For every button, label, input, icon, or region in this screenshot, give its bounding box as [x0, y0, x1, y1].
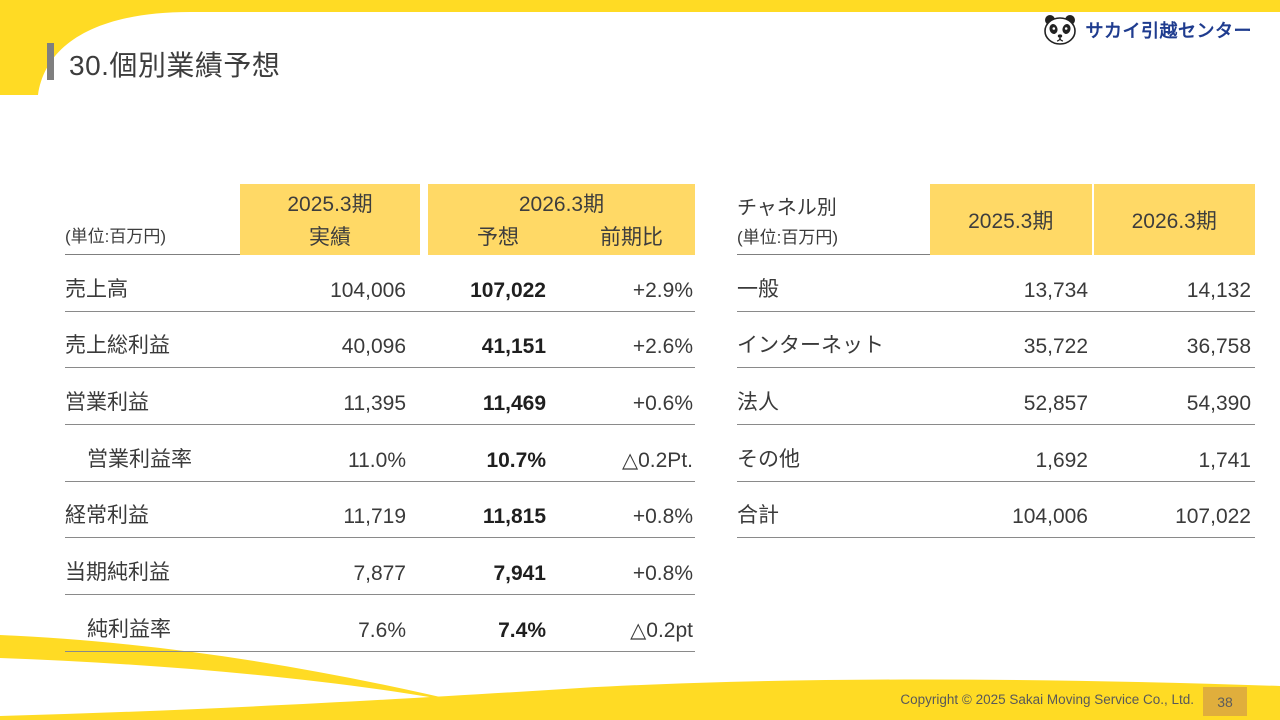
table-row: 営業利益率 11.0% 10.7% △0.2Pt.: [65, 425, 695, 482]
value-2026: 1,741: [1198, 448, 1251, 472]
value-yoy: +2.6%: [632, 335, 693, 359]
channel-year-headers: 2025.3期 2026.3期: [930, 184, 1255, 255]
table-row: 売上高 104,006 107,022 +2.9%: [65, 255, 695, 312]
row-label: 営業利益率: [87, 447, 192, 471]
value-2025: 35,722: [1023, 335, 1088, 359]
forecast-table: (単位:百万円) 2025.3期 実績 2026.3期 予想 前期比 売上高 1…: [65, 184, 695, 652]
actual-label: 実績: [309, 226, 351, 250]
row-label: 法人: [737, 391, 779, 415]
value-actual: 104,006: [330, 278, 406, 302]
value-actual: 11.0%: [348, 448, 406, 472]
value-yoy: +2.9%: [632, 278, 693, 302]
table-row: 経常利益 11,719 11,815 +0.8%: [65, 482, 695, 539]
channel-table-header: チャネル別 (単位:百万円) 2025.3期 2026.3期: [737, 184, 1255, 255]
row-label: 経常利益: [65, 504, 149, 528]
period-2025-label: 2025.3期: [930, 184, 1092, 255]
table-row: 売上総利益 40,096 41,151 +2.6%: [65, 312, 695, 369]
value-2025: 104,006: [1012, 505, 1088, 529]
row-label: 営業利益: [65, 391, 149, 415]
value-yoy: +0.6%: [632, 392, 693, 416]
row-label: 合計: [737, 504, 779, 528]
value-2025: 13,734: [1023, 278, 1088, 302]
forecast-table-header: (単位:百万円) 2025.3期 実績 2026.3期 予想 前期比: [65, 184, 695, 255]
value-actual: 11,719: [343, 505, 406, 529]
value-forecast: 10.7%: [486, 448, 546, 472]
value-yoy: △0.2Pt.: [621, 448, 693, 472]
value-yoy: △0.2pt: [630, 618, 693, 642]
column-header-2025: 2025.3期 実績: [240, 184, 420, 255]
yoy-label: 前期比: [600, 226, 663, 250]
value-2026: 36,758: [1186, 335, 1251, 359]
value-2026: 54,390: [1186, 392, 1251, 416]
channel-table: チャネル別 (単位:百万円) 2025.3期 2026.3期 一般 13,734…: [737, 184, 1255, 539]
row-label: その他: [737, 447, 800, 471]
unit-label: (単位:百万円): [737, 228, 839, 247]
panda-logo-icon: [1043, 15, 1076, 45]
row-label: 当期純利益: [65, 561, 170, 585]
period-2026-label: 2026.3期: [518, 192, 605, 216]
forecast-label: 予想: [477, 226, 519, 250]
unit-label: (単位:百万円): [65, 222, 240, 255]
value-2026: 14,132: [1186, 278, 1251, 302]
table-row: 一般 13,734 14,132: [737, 255, 1255, 312]
value-actual: 11,395: [343, 392, 406, 416]
copyright-text: Copyright © 2025 Sakai Moving Service Co…: [900, 692, 1194, 707]
value-forecast: 7.4%: [498, 618, 546, 642]
value-forecast: 41,151: [481, 335, 546, 359]
row-label: 売上高: [65, 277, 128, 301]
table-row: インターネット 35,722 36,758: [737, 312, 1255, 369]
value-actual: 40,096: [341, 335, 406, 359]
value-2026: 107,022: [1175, 505, 1251, 529]
table-row: 法人 52,857 54,390: [737, 368, 1255, 426]
value-yoy: +0.8%: [632, 505, 693, 529]
row-label: 一般: [737, 277, 779, 301]
value-forecast: 107,022: [470, 278, 546, 302]
value-actual: 7,877: [353, 562, 406, 586]
row-label: 売上総利益: [65, 334, 170, 358]
title-accent-bar: [47, 43, 54, 80]
company-logo: サカイ引越センター: [1041, 13, 1253, 47]
row-label: 純利益率: [87, 617, 171, 641]
value-actual: 7.6%: [358, 618, 406, 642]
value-forecast: 11,469: [482, 392, 546, 416]
value-forecast: 7,941: [493, 562, 546, 586]
column-header-2026: 2026.3期 予想 前期比: [428, 184, 695, 255]
period-2026-label: 2026.3期: [1093, 184, 1255, 255]
table-row: 純利益率 7.6% 7.4% △0.2pt: [65, 595, 695, 652]
table-row: その他 1,692 1,741: [737, 425, 1255, 482]
table-row: 合計 104,006 107,022: [737, 482, 1255, 539]
logo-text: サカイ引越センター: [1085, 21, 1252, 41]
channel-label: チャネル別: [737, 197, 837, 219]
value-forecast: 11,815: [482, 505, 546, 529]
value-yoy: +0.8%: [632, 562, 693, 586]
value-2025: 52,857: [1023, 392, 1088, 416]
table-row: 営業利益 11,395 11,469 +0.6%: [65, 368, 695, 426]
page-title: 30.個別業績予想: [69, 50, 281, 81]
page-number-badge: 38: [1203, 687, 1247, 716]
row-label: インターネット: [737, 334, 884, 358]
period-2025-label: 2025.3期: [287, 192, 373, 216]
value-2025: 1,692: [1035, 448, 1088, 472]
table-row: 当期純利益 7,877 7,941 +0.8%: [65, 538, 695, 596]
channel-header-label: チャネル別 (単位:百万円): [737, 184, 930, 255]
